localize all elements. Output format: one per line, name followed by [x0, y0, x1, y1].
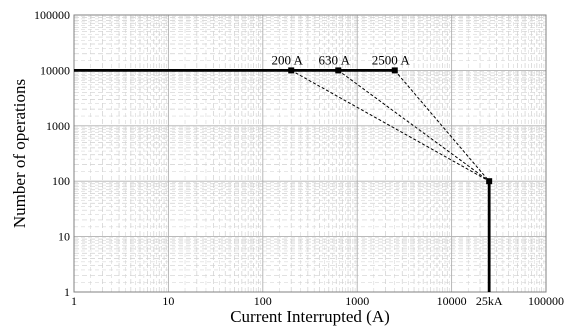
tick-labels: 1 10 100 1000 10000 25kA 100000 1 10 100 1000 10000…	[34, 8, 564, 308]
x-tick-label: 10000	[437, 294, 467, 308]
x-tick-label: 1	[71, 294, 77, 308]
x-tick-label: 10	[162, 294, 174, 308]
plot-frame	[73, 14, 547, 293]
x-tick-label: 1000	[345, 294, 369, 308]
data-point-marker	[486, 178, 493, 185]
curve-layer: 200 A 630 A 2500 A	[74, 52, 493, 292]
data-point-marker	[288, 67, 295, 74]
y-tick-label: 100	[52, 174, 70, 188]
y-tick-label: 100000	[34, 8, 70, 22]
grid	[73, 14, 547, 293]
data-point-marker	[391, 67, 398, 74]
y-tick-label: 1000	[46, 119, 70, 133]
x-axis-title: Current Interrupted (A)	[230, 307, 390, 326]
y-tick-label: 10000	[40, 63, 70, 77]
data-point-marker	[335, 67, 342, 74]
y-tick-label: 10	[58, 230, 70, 244]
series-200a-line	[290, 69, 490, 182]
x-tick-label: 25kA	[476, 294, 503, 308]
series-label: 2500 A	[372, 52, 411, 67]
series-2500a-line	[394, 70, 490, 182]
x-tick-label: 100	[254, 294, 272, 308]
x-tick-label: 100000	[528, 294, 564, 308]
y-tick-label: 1	[64, 285, 70, 299]
series-label: 200 A	[272, 52, 304, 67]
series-label: 630 A	[319, 52, 351, 67]
series-630a-line	[337, 69, 490, 182]
y-axis-title: Number of operations	[10, 79, 29, 228]
